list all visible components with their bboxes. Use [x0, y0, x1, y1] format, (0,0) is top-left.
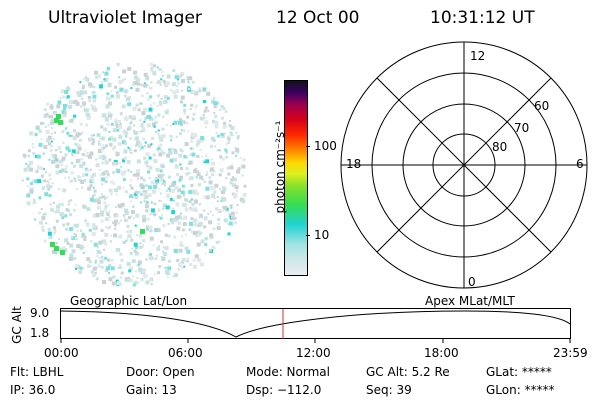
time-tick-1200: 12:00 — [296, 346, 331, 360]
gc-alt-axis-label: GC Alt — [9, 306, 24, 344]
colorbar-units-label: photon cm⁻²s⁻¹ — [273, 120, 287, 214]
door-readout: Door: Open — [126, 365, 195, 379]
altitude-plot — [60, 308, 571, 343]
flt-readout: Flt: LBHL — [10, 365, 64, 379]
lat-label-70: 70 — [514, 121, 529, 135]
lat-label-60: 60 — [534, 99, 549, 113]
glat-readout: GLat: ***** — [486, 365, 552, 379]
mlt-label-6: 6 — [576, 157, 584, 171]
polar-grid: 12 18 6 0 60 70 80 — [340, 41, 588, 289]
uv-image — [21, 62, 247, 287]
mlt-label-0: 0 — [468, 275, 476, 289]
mlt-label-12: 12 — [470, 49, 485, 63]
time-tick-2359: 23:59 — [553, 346, 588, 360]
colorbar-tick-100 — [306, 146, 310, 147]
uv-image-pixels — [21, 62, 247, 287]
ip-readout: IP: 36.0 — [10, 383, 56, 397]
lat-label-80: 80 — [492, 140, 507, 154]
time-tick-1800: 18:00 — [424, 346, 459, 360]
time-tick-0600: 06:00 — [168, 346, 203, 360]
alt-tick-1-8: 1.8 — [30, 326, 50, 340]
glon-readout: GLon: ***** — [486, 383, 555, 397]
apex-caption: Apex MLat/MLT — [425, 294, 515, 308]
instrument-title: Ultraviolet Imager — [48, 8, 202, 28]
alt-tick-9: 9.0 — [30, 306, 50, 320]
time-tick-0000: 00:00 — [44, 346, 79, 360]
color-bar — [284, 80, 308, 276]
mode-readout: Mode: Normal — [246, 365, 330, 379]
altitude-plot-frame — [60, 308, 571, 339]
altitude-curve — [60, 310, 571, 338]
time-label: 10:31:12 UT — [430, 8, 535, 28]
colorbar-label-10: 10 — [314, 228, 330, 242]
dsp-readout: Dsp: −112.0 — [246, 383, 322, 397]
mlt-label-18: 18 — [346, 157, 361, 171]
gain-readout: Gain: 13 — [126, 383, 177, 397]
colorbar-tick-10 — [306, 235, 310, 236]
colorbar-label-100: 100 — [314, 139, 337, 153]
geographic-caption: Geographic Lat/Lon — [70, 294, 188, 308]
date-label: 12 Oct 00 — [276, 8, 360, 28]
seq-readout: Seq: 39 — [366, 383, 412, 397]
gc-alt-readout: GC Alt: 5.2 Re — [366, 365, 450, 379]
